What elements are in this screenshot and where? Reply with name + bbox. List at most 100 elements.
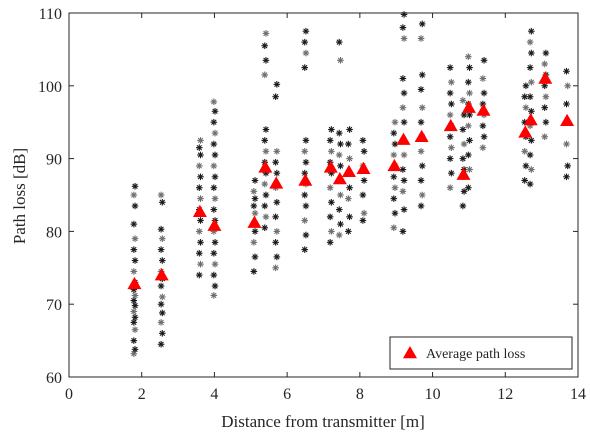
measurement-point [448,78,455,86]
measurement-point [399,75,407,82]
measurement-point [197,195,204,202]
measurement-point [261,137,269,144]
y-tick-label: 100 [38,79,62,96]
measurement-point [528,137,535,144]
measurement-point [302,49,310,57]
measurement-point [131,257,139,264]
measurement-point [448,169,455,177]
measurement-point [400,11,408,18]
measurement-point [197,239,204,246]
measurement-point [301,38,309,46]
measurement-point [418,191,426,199]
measurement-point [157,282,165,290]
measurement-point [360,177,368,184]
legend-marker [403,346,417,359]
measurement-point [261,180,269,188]
measurement-point [418,162,426,170]
measurement-point [211,107,219,115]
measurement-point [399,166,407,173]
measurement-point [262,148,270,155]
measurement-point [479,144,487,151]
measurement-point [446,89,454,97]
measurement-point [250,268,258,275]
measurement-point [159,198,166,206]
measurement-point [446,64,454,71]
x-tick-label: 4 [210,386,218,403]
measurement-point [261,71,269,79]
measurement-point [346,184,353,192]
average-point [560,113,575,126]
measurement-point [251,209,259,217]
measurement-point [326,184,334,192]
measurement-point [272,239,279,246]
measurement-point [391,118,399,126]
measurement-point [130,308,138,315]
measurement-point [466,64,473,71]
measurement-point [448,144,455,151]
measurement-point [250,239,258,246]
average-point [518,125,533,138]
measurement-point [131,182,139,190]
measurement-point [262,213,270,221]
measurement-point [359,217,367,224]
measurement-point [328,148,335,155]
measurement-point [301,246,309,253]
measurement-point [480,89,488,97]
measurement-point [337,57,344,64]
x-tick-label: 8 [356,386,364,403]
measurement-point [272,213,279,221]
measurement-point [337,220,344,228]
measurement-point [528,166,535,173]
measurement-point [459,202,467,210]
measurement-point [528,78,535,86]
measurement-point [131,326,139,333]
measurement-point [195,184,203,192]
measurement-point [479,122,487,130]
measurement-point [522,104,530,111]
y-tick-label: 60 [46,370,62,387]
measurement-point [480,133,488,141]
measurement-point [273,228,281,235]
measurement-point [564,82,571,90]
measurement-point [328,198,335,206]
x-tick-label: 0 [65,386,73,403]
measurement-point [302,231,310,239]
axes: 0 2 4 6 8 10 12 14 60 70 80 90 100 110 [38,6,586,403]
measurement-point [157,300,165,308]
measurement-point [400,118,408,126]
measurement-point [480,57,488,64]
measurement-point [261,202,269,210]
measurement-point [346,213,353,221]
measurement-point [131,202,139,210]
measurement-point [390,173,398,181]
y-tick-label: 90 [46,152,62,169]
average-point [207,218,222,231]
average-point [258,160,273,173]
measurement-point [302,27,310,35]
measurement-point [195,228,203,235]
measurement-point [390,224,398,232]
measurement-point [302,202,310,210]
measurement-point [211,260,219,268]
measurement-point [211,282,219,290]
measurement-point [391,140,399,148]
average-point [456,167,471,180]
measurement-point [335,231,343,239]
measurement-point [210,271,218,279]
measurement-point [195,249,203,257]
measurement-point [195,271,203,279]
measurement-point [542,93,550,101]
average-point [461,100,476,113]
measurement-point [479,75,487,82]
measurement-point [159,257,166,264]
measurement-point [335,129,343,137]
x-tick-label: 14 [570,386,586,403]
measurement-point [302,158,310,166]
measurement-point [250,202,258,210]
measurement-point [359,191,367,199]
measurement-point [272,264,279,272]
measurement-point [345,140,352,148]
measurement-point [326,213,334,221]
measurement-point [211,239,219,246]
measurement-point [131,292,139,299]
